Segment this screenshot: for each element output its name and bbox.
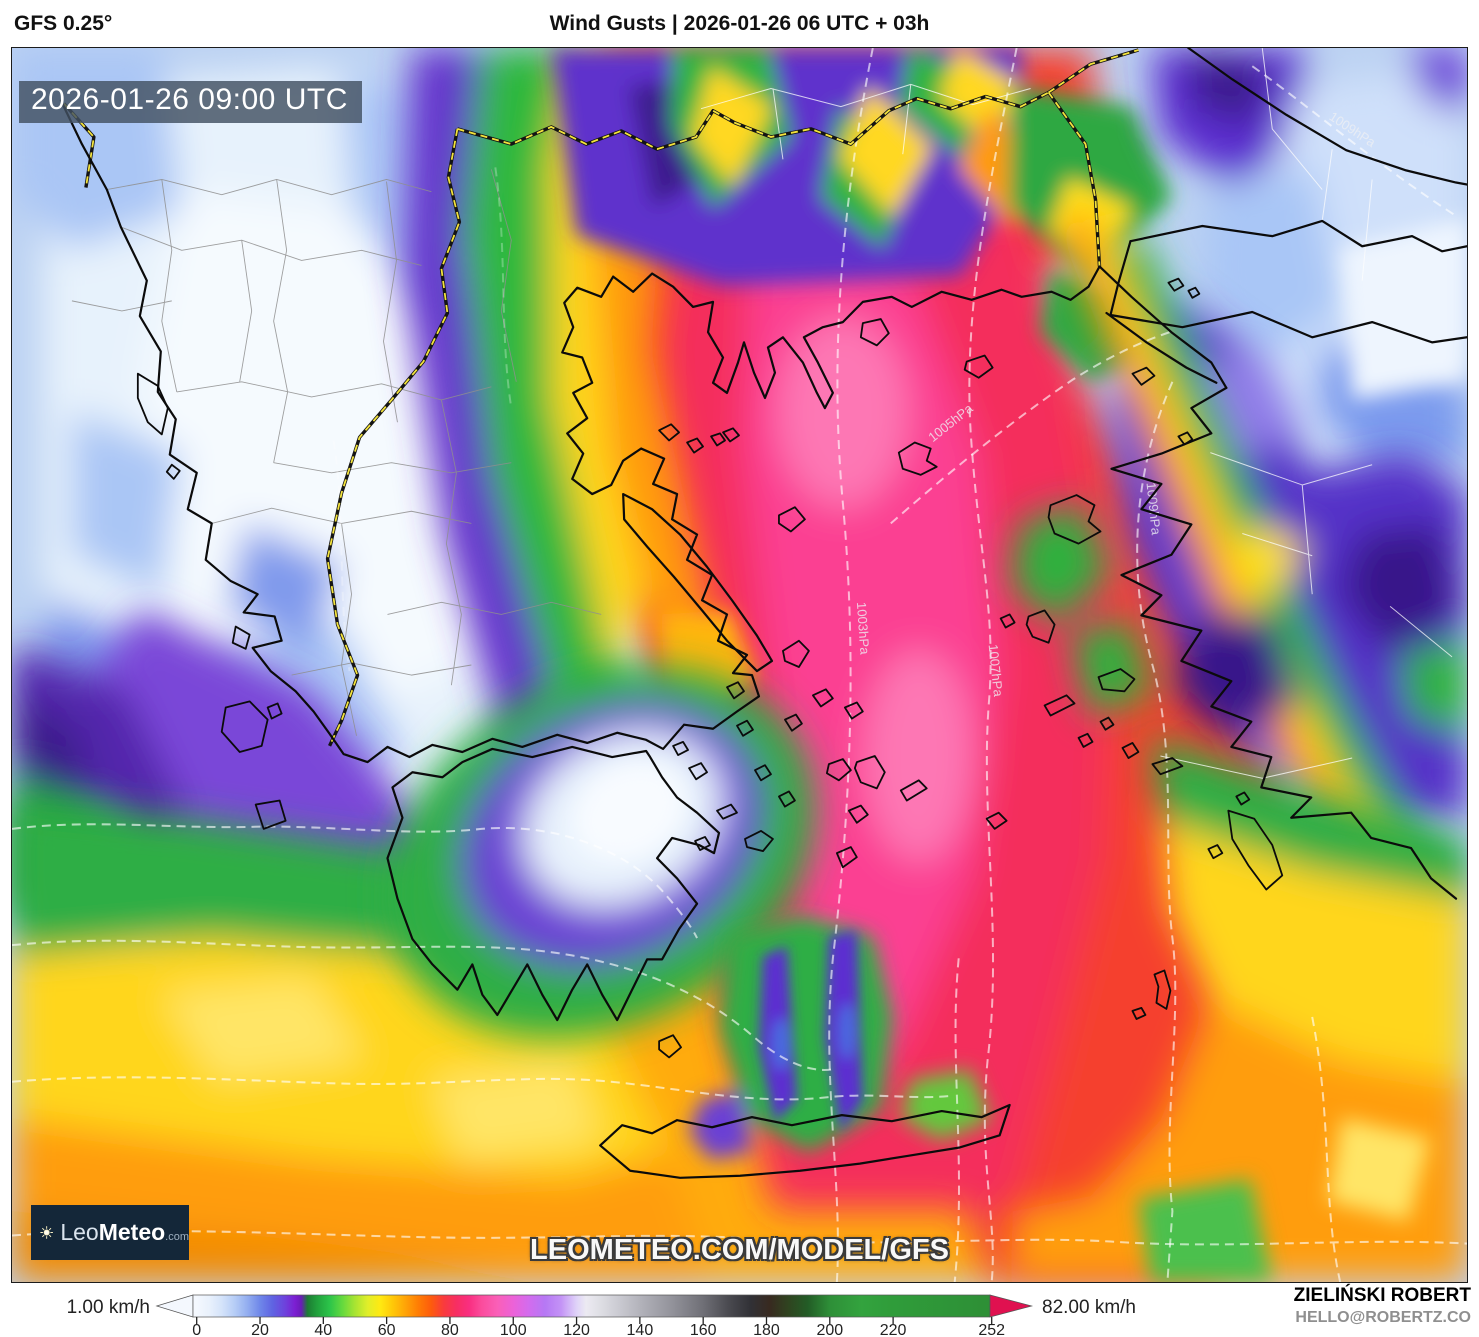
watermark-url: LEOMETEO.COM/MODEL/GFS [530,1234,949,1266]
island-outlines [136,277,1284,1059]
svg-text:20: 20 [251,1322,269,1337]
page-title: Wind Gusts | 2026-01-26 06 UTC + 03h [549,12,930,35]
colorbar-arrow-right [989,1294,1034,1318]
credit-email: HELLO@ROBERTZ.CO [1295,1309,1471,1326]
svg-text:60: 60 [378,1322,396,1337]
coast-peloponnese [386,745,721,1022]
wind-gust-field-svg: 1009hPa 1009hPa 1005hPa 1003hPa 1007hPa [12,48,1467,1282]
gust-color-field [12,48,1467,1282]
colorbar-gradient-bar [192,1294,991,1318]
svg-text:80: 80 [441,1322,459,1337]
svg-text:160: 160 [690,1322,717,1337]
leometeo-logo: LeoMeteo.com [31,1205,189,1260]
coast-black-sea [1187,48,1467,186]
colorbar-legend: 0 20 40 60 80 100 120 140 160 180 200 220 252 1.00 k… [67,1294,1136,1337]
sun-icon [40,1226,54,1239]
admin-borders-gray [71,169,602,736]
model-label: GFS 0.25° [14,12,113,35]
svg-text:40: 40 [314,1322,332,1337]
colorbar-ticks: 0 20 40 60 80 100 120 140 160 180 200 220 252 [192,1317,1005,1337]
coastlines [59,48,1467,1179]
svg-text:140: 140 [627,1322,654,1337]
coast-turkey-marmara [1129,219,1467,253]
svg-text:0: 0 [192,1322,201,1337]
colorbar-min-label: 1.00 km/h [67,1297,150,1318]
map-canvas: 1009hPa 1009hPa 1005hPa 1003hPa 1007hPa [11,47,1468,1283]
colorbar-arrow-left [155,1294,194,1318]
svg-text:220: 220 [880,1322,907,1337]
svg-text:200: 200 [816,1322,843,1337]
credit-author: ZIELIŃSKI ROBERT [1293,1285,1471,1306]
logo-wordmark: LeoMeteo.com [60,1219,189,1245]
svg-text:100: 100 [500,1322,527,1337]
admin-borders-white [700,48,1453,779]
coast-evia [622,492,774,673]
colorbar-max-label: 82.00 km/h [1042,1297,1136,1318]
svg-text:120: 120 [563,1322,590,1337]
isobar-label: 1003hPa [854,601,873,655]
national-borders [62,48,1139,747]
isobar-label: 1009hPa [1143,482,1163,537]
timestamp-badge: 2026-01-26 09:00 UTC [19,81,362,123]
header-bar: GFS 0.25° Wind Gusts | 2026-01-26 06 UTC… [0,0,1479,47]
coast-mainland-greece [59,99,1228,764]
legend-footer: 0 20 40 60 80 100 120 140 160 180 200 220 252 1.00 k… [0,1283,1479,1337]
svg-text:252: 252 [978,1322,1005,1337]
coast-crete [599,1103,1011,1179]
svg-text:180: 180 [753,1322,780,1337]
isobar-lines [12,48,1467,1282]
isobar-label: 1007hPa [986,644,1006,699]
coast-turkey-aegean [1110,386,1458,900]
